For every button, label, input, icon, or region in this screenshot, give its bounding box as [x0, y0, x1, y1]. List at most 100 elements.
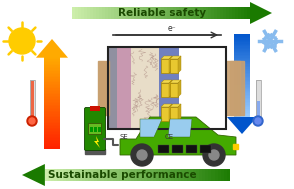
- Bar: [234, 100, 250, 102]
- Bar: [44, 141, 60, 143]
- Bar: [155, 7, 158, 19]
- Bar: [116, 7, 120, 19]
- Bar: [44, 130, 60, 132]
- Bar: [176, 7, 179, 19]
- Bar: [167, 7, 171, 19]
- Bar: [128, 169, 132, 181]
- Bar: [234, 94, 250, 96]
- Bar: [98, 127, 101, 132]
- Bar: [238, 7, 242, 19]
- Bar: [128, 7, 132, 19]
- Bar: [244, 7, 248, 19]
- Bar: [44, 78, 60, 81]
- Bar: [44, 118, 60, 120]
- Bar: [156, 169, 160, 181]
- Bar: [234, 72, 250, 74]
- Bar: [90, 127, 93, 132]
- Bar: [87, 7, 90, 19]
- Bar: [70, 169, 73, 181]
- Bar: [202, 169, 206, 181]
- Bar: [44, 89, 60, 91]
- Bar: [193, 169, 197, 181]
- Bar: [224, 169, 228, 181]
- Bar: [44, 114, 60, 115]
- Bar: [78, 7, 81, 19]
- Bar: [44, 72, 60, 74]
- Bar: [93, 7, 96, 19]
- Bar: [131, 169, 135, 181]
- Bar: [44, 117, 60, 119]
- Bar: [234, 60, 250, 62]
- Bar: [234, 57, 250, 59]
- Bar: [44, 121, 60, 123]
- Bar: [48, 169, 51, 181]
- Bar: [234, 63, 250, 64]
- Bar: [234, 51, 250, 53]
- Circle shape: [27, 116, 37, 126]
- Bar: [200, 7, 203, 19]
- Bar: [205, 169, 209, 181]
- Bar: [196, 169, 200, 181]
- Bar: [170, 83, 178, 97]
- Bar: [44, 147, 60, 149]
- Bar: [82, 169, 86, 181]
- Bar: [44, 85, 60, 87]
- Bar: [44, 57, 60, 59]
- Polygon shape: [94, 136, 100, 148]
- Bar: [217, 7, 221, 19]
- Bar: [105, 7, 108, 19]
- Bar: [161, 59, 169, 73]
- Bar: [66, 169, 70, 181]
- Polygon shape: [250, 2, 272, 24]
- Circle shape: [255, 118, 261, 124]
- Bar: [44, 62, 60, 64]
- Bar: [44, 75, 60, 77]
- Bar: [117, 48, 131, 128]
- Bar: [179, 7, 182, 19]
- Bar: [111, 7, 114, 19]
- Bar: [44, 66, 60, 68]
- Polygon shape: [140, 119, 162, 137]
- Text: Sustainable performance: Sustainable performance: [48, 170, 196, 180]
- Bar: [44, 129, 60, 131]
- Bar: [184, 169, 187, 181]
- Bar: [44, 138, 60, 140]
- Bar: [75, 7, 78, 19]
- Bar: [188, 7, 191, 19]
- Bar: [234, 56, 250, 57]
- Bar: [226, 61, 236, 115]
- Bar: [159, 48, 179, 128]
- Bar: [44, 68, 60, 70]
- Bar: [73, 169, 76, 181]
- Bar: [208, 169, 212, 181]
- Bar: [206, 7, 209, 19]
- Bar: [54, 169, 58, 181]
- Bar: [234, 65, 250, 67]
- Bar: [44, 146, 60, 147]
- Polygon shape: [120, 117, 236, 155]
- Text: CE: CE: [164, 134, 173, 140]
- Bar: [203, 7, 206, 19]
- Bar: [98, 61, 109, 115]
- Bar: [165, 169, 169, 181]
- Bar: [234, 79, 250, 81]
- Bar: [232, 7, 236, 19]
- Bar: [214, 7, 218, 19]
- Bar: [197, 7, 200, 19]
- Bar: [150, 169, 153, 181]
- Bar: [44, 59, 60, 61]
- Bar: [234, 70, 250, 71]
- Bar: [143, 169, 147, 181]
- Bar: [44, 107, 60, 109]
- Bar: [190, 169, 193, 181]
- Bar: [234, 107, 250, 109]
- Bar: [44, 80, 60, 82]
- Bar: [234, 86, 250, 88]
- Bar: [44, 124, 60, 126]
- Bar: [234, 50, 250, 52]
- Bar: [234, 39, 250, 41]
- Bar: [194, 7, 197, 19]
- Polygon shape: [161, 56, 172, 59]
- Bar: [119, 7, 123, 19]
- Bar: [44, 143, 60, 144]
